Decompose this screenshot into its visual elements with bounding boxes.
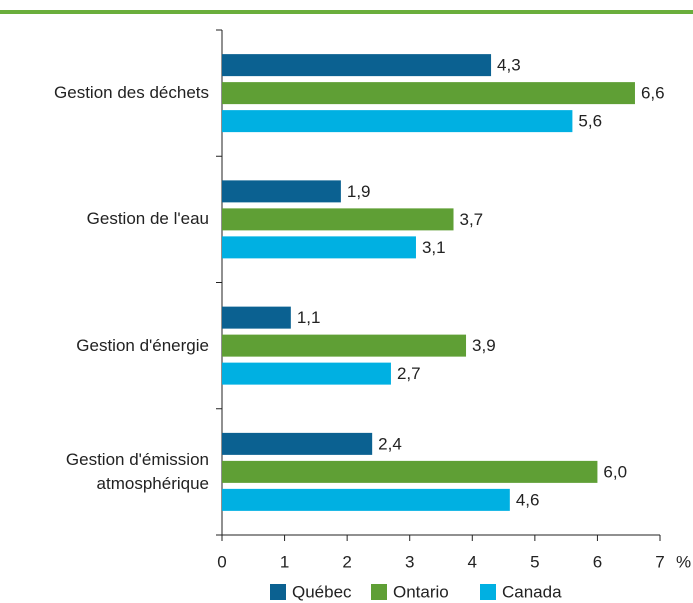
legend-swatch [371, 584, 387, 600]
bar [222, 362, 391, 385]
bar [222, 306, 291, 329]
x-tick-label: 6 [593, 552, 602, 571]
bar [222, 110, 573, 133]
x-tick-label: 2 [342, 552, 351, 571]
bar [222, 180, 341, 203]
bar [222, 432, 373, 455]
value-label: 6,0 [603, 462, 627, 481]
bar [222, 82, 635, 105]
x-tick-label: 3 [405, 552, 414, 571]
value-label: 1,9 [347, 182, 371, 201]
x-tick-label: 0 [217, 552, 226, 571]
category-label: Gestion d'énergie [76, 335, 209, 355]
legend-label: Ontario [393, 582, 449, 601]
category-label: Gestion des déchets [54, 83, 209, 103]
value-label: 2,4 [378, 434, 402, 453]
bar [222, 334, 467, 357]
value-label: 4,3 [497, 56, 521, 75]
bar [222, 54, 492, 77]
bar [222, 208, 454, 231]
legend-label: Québec [292, 582, 352, 601]
x-tick-label: 1 [280, 552, 289, 571]
x-tick-label: 5 [530, 552, 539, 571]
value-label: 5,6 [578, 112, 602, 131]
bar [222, 460, 598, 483]
value-label: 2,7 [397, 364, 421, 383]
category-label: Gestion de l'eau [86, 209, 209, 229]
x-unit: % [676, 552, 691, 571]
value-label: 4,6 [516, 490, 540, 509]
category-label: Gestion d'émission atmosphérique [65, 449, 209, 493]
top-rule [0, 10, 693, 14]
x-tick-label: 4 [468, 552, 477, 571]
legend-swatch [480, 584, 496, 600]
legend-swatch [270, 584, 286, 600]
bar [222, 488, 510, 511]
value-label: 3,1 [422, 238, 446, 257]
bar [222, 236, 416, 259]
x-tick-label: 7 [655, 552, 664, 571]
value-label: 3,9 [472, 336, 496, 355]
value-label: 1,1 [297, 308, 321, 327]
legend-label: Canada [502, 582, 562, 601]
value-label: 3,7 [460, 210, 484, 229]
value-label: 6,6 [641, 84, 665, 103]
